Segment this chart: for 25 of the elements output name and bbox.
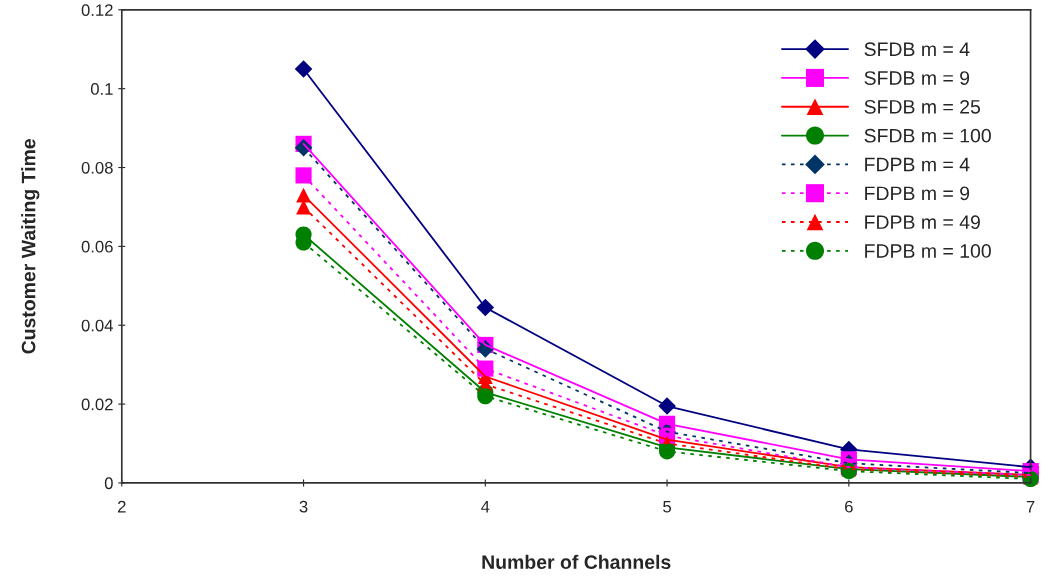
legend-label: SFDB m = 100 [864,128,991,143]
y-tick-label: 0 [104,477,113,490]
x-tick-label: 5 [663,500,672,513]
point [295,167,312,184]
y-tick-label: 0.06 [81,240,113,253]
y-tick-label: 0.12 [81,4,113,17]
x-tick-label: 3 [299,500,308,513]
x-tick-label: 2 [118,500,126,513]
y-tick-label: 0.04 [81,319,113,332]
legend-label: SFDB m = 9 [864,71,970,85]
x-axis-title: Number of Channels [482,554,671,570]
x-tick-label: 6 [845,500,853,513]
legend-label: FDPB m = 49 [865,215,980,230]
point [294,60,313,78]
x-tick-label: 7 [1026,500,1035,513]
y-tick-label: 0.08 [81,161,113,174]
legend-label: FDPB m = 100 [865,244,991,258]
y-axis-title: Customer Waiting Time [21,139,40,354]
y-tick-label: 0.02 [81,398,113,411]
x-tick-label: 4 [481,500,490,513]
legend-label: FDPB m = 9 [865,186,970,201]
legend-label: FDPB m = 4 [865,157,970,172]
y-tick-label: 0.1 [90,83,113,95]
legend-label: SFDB m = 25 [864,99,981,114]
legend-label: SFDB m = 4 [864,42,970,57]
